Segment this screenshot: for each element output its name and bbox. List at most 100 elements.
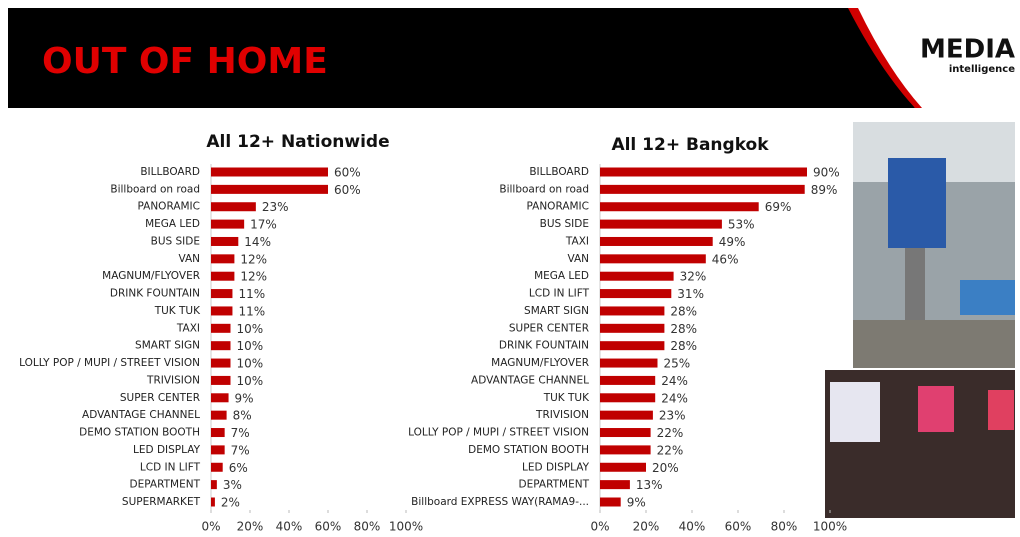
value-label: 9%	[235, 391, 254, 405]
value-label: 20%	[652, 461, 679, 475]
value-label: 28%	[670, 322, 697, 336]
category-label: DEMO STATION BOOTH	[468, 444, 589, 456]
bar	[211, 341, 231, 351]
category-label: SMART SIGN	[135, 340, 200, 352]
bar	[211, 462, 223, 472]
bar	[600, 480, 630, 490]
bar	[600, 462, 646, 472]
bar	[211, 254, 235, 264]
category-label: PANORAMIC	[526, 201, 589, 213]
bar	[600, 341, 665, 351]
bar	[600, 167, 807, 177]
value-label: 13%	[636, 478, 663, 492]
category-label: ADVANTAGE CHANNEL	[82, 409, 200, 421]
category-label: VAN	[178, 253, 200, 265]
value-label: 25%	[664, 357, 691, 371]
value-label: 53%	[728, 218, 755, 232]
bar	[211, 410, 227, 420]
value-label: 17%	[250, 218, 277, 232]
bar	[211, 497, 215, 507]
category-label: Billboard EXPRESS WAY(RAMA9-...	[411, 496, 589, 508]
value-label: 23%	[262, 200, 289, 214]
category-label: TRIVISION	[535, 409, 589, 421]
category-label: DEMO STATION BOOTH	[79, 427, 200, 439]
category-label: Billboard on road	[110, 183, 200, 195]
value-label: 60%	[334, 183, 361, 197]
bar	[211, 375, 231, 385]
value-label: 32%	[680, 270, 707, 284]
category-label: BUS SIDE	[540, 218, 589, 230]
x-tick-label: 0%	[201, 520, 220, 534]
category-label: LED DISPLAY	[522, 461, 590, 473]
bar	[211, 202, 256, 212]
logo-sub: intelligence	[949, 64, 1015, 75]
value-label: 69%	[765, 200, 792, 214]
value-label: 24%	[661, 374, 688, 388]
bar	[600, 184, 805, 194]
category-label: SUPER CENTER	[120, 392, 200, 404]
bar	[600, 410, 653, 420]
category-label: BILLBOARD	[140, 166, 200, 178]
category-label: LOLLY POP / MUPI / STREET VISION	[408, 427, 589, 439]
value-label: 11%	[238, 287, 265, 301]
bar	[600, 497, 621, 507]
x-tick-label: 0%	[590, 520, 609, 534]
category-label: SUPER CENTER	[509, 322, 589, 334]
value-label: 90%	[813, 166, 840, 180]
x-tick-label: 60%	[315, 520, 342, 534]
category-label: TAXI	[565, 235, 589, 247]
category-label: SUPERMARKET	[122, 496, 201, 508]
value-label: 6%	[229, 461, 248, 475]
x-tick-label: 80%	[354, 520, 381, 534]
value-label: 12%	[240, 270, 267, 284]
value-label: 10%	[237, 339, 264, 353]
x-tick-label: 20%	[633, 520, 660, 534]
x-tick-label: 80%	[771, 520, 798, 534]
bar	[600, 236, 713, 246]
bar	[600, 428, 651, 438]
x-tick-label: 40%	[679, 520, 706, 534]
chart-title: All 12+ Bangkok	[611, 135, 769, 155]
bar	[211, 167, 328, 177]
category-label: ADVANTAGE CHANNEL	[471, 374, 589, 386]
bar	[211, 184, 328, 194]
x-tick-label: 20%	[237, 520, 264, 534]
bar	[211, 219, 245, 229]
slide-title: OUT OF HOME	[42, 41, 328, 82]
bar	[211, 236, 239, 246]
bar	[600, 254, 706, 264]
value-label: 31%	[677, 287, 704, 301]
logo: MEDIA	[920, 35, 1015, 65]
value-label: 12%	[240, 252, 267, 266]
bar	[600, 445, 651, 455]
value-label: 10%	[237, 374, 264, 388]
category-label: LOLLY POP / MUPI / STREET VISION	[19, 357, 200, 369]
value-label: 22%	[657, 426, 684, 440]
category-label: TAXI	[176, 322, 200, 334]
value-label: 3%	[223, 478, 242, 492]
category-label: LED DISPLAY	[133, 444, 201, 456]
bar	[211, 480, 217, 490]
photo-top	[853, 122, 1015, 368]
category-label: DRINK FOUNTAIN	[110, 288, 200, 300]
category-label: DRINK FOUNTAIN	[499, 340, 589, 352]
value-label: 7%	[231, 426, 250, 440]
category-label: MEGA LED	[534, 270, 589, 282]
bar	[600, 219, 722, 229]
value-label: 89%	[811, 183, 838, 197]
logo-corner	[850, 8, 1015, 108]
bar	[600, 323, 665, 333]
category-label: MAGNUM/FLYOVER	[102, 270, 200, 282]
bar	[211, 358, 231, 368]
category-label: BUS SIDE	[151, 235, 200, 247]
x-tick-label: 100%	[813, 520, 847, 534]
value-label: 28%	[670, 304, 697, 318]
chart-title: All 12+ Nationwide	[206, 132, 389, 152]
x-tick-label: 100%	[389, 520, 423, 534]
category-label: VAN	[567, 253, 589, 265]
value-label: 11%	[238, 304, 265, 318]
category-label: TRIVISION	[146, 374, 200, 386]
bar	[600, 375, 656, 385]
swoosh	[848, 8, 922, 108]
bar	[211, 289, 233, 299]
